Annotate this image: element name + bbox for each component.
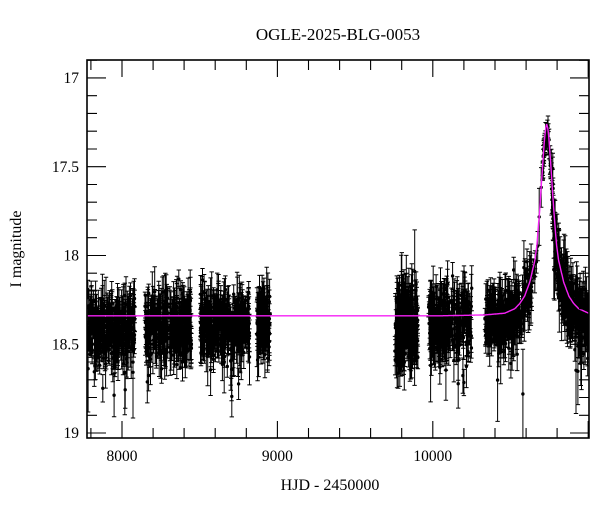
- points-season-4: [393, 269, 420, 375]
- points-season-3: [198, 278, 252, 399]
- error-bars-decline-season: [549, 148, 589, 414]
- y-tick-label-19: 19: [64, 425, 80, 442]
- points-season-3b: [255, 285, 272, 362]
- y-tick-label-18.5: 18.5: [52, 337, 79, 354]
- points-peak-points: [541, 125, 553, 175]
- points-season-2: [143, 277, 194, 384]
- points-season-6: [483, 260, 534, 396]
- y-tick-label-17: 17: [64, 70, 80, 87]
- data-points-layer: [87, 115, 589, 438]
- x-tick-label-8000: 8000: [107, 448, 138, 465]
- y-axis-label: I magnitude: [8, 211, 25, 288]
- chart-title: OGLE-2025-BLG-0053: [256, 25, 420, 44]
- model-curve: [87, 123, 589, 317]
- x-tick-label-10000: 10000: [413, 448, 452, 465]
- points-decline-season: [549, 164, 589, 373]
- points-season-5: [426, 274, 474, 386]
- axes-layer: 8000 9000 10000 17 17.5 18 18.5 19: [52, 59, 590, 465]
- plot-frame: [86, 59, 590, 439]
- x-axis-label: HJD - 2450000: [281, 477, 380, 494]
- axis-ticks: [87, 59, 589, 438]
- y-tick-label-18: 18: [64, 248, 80, 265]
- x-tick-label-9000: 9000: [262, 448, 293, 465]
- y-tick-label-17.5: 17.5: [52, 159, 79, 176]
- model-curve-layer: [87, 123, 589, 317]
